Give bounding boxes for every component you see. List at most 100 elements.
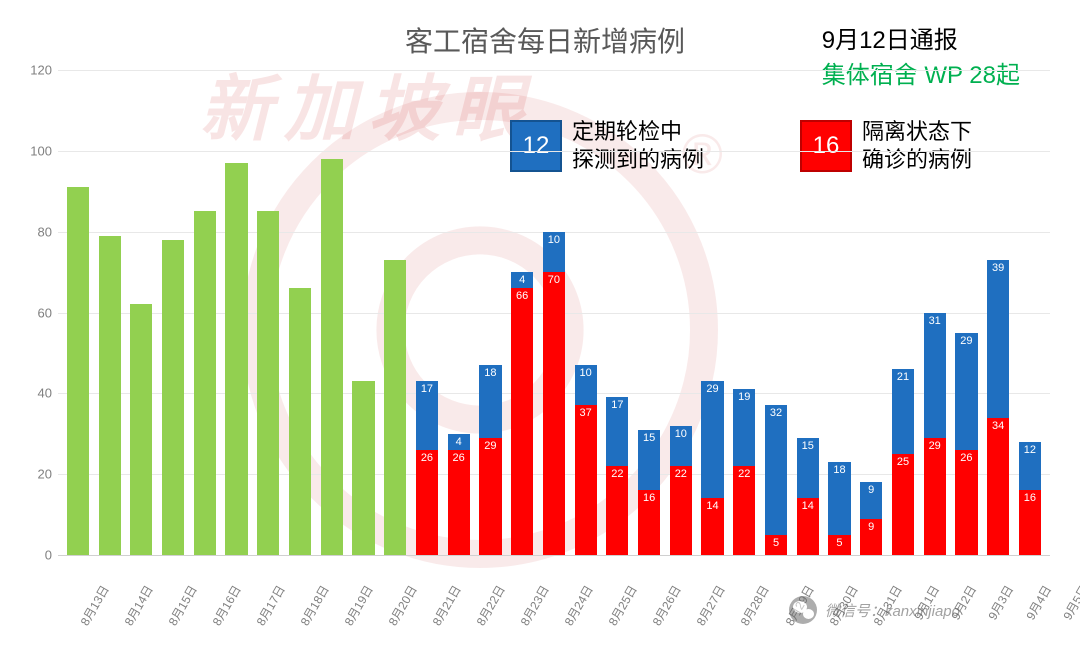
bar-segment-blue-label: 15: [643, 432, 655, 444]
x-tick-label: 8月28日: [722, 558, 766, 638]
bar-segment-red: 16: [638, 490, 660, 555]
bar-segment-red-label: 70: [548, 274, 560, 286]
bar-segment-green: [130, 304, 152, 555]
bar: [130, 70, 152, 555]
bar-segment-red-label: 14: [802, 500, 814, 512]
bar-segment-blue-label: 21: [897, 371, 909, 383]
x-tick-label: 9月2日: [936, 558, 973, 638]
x-tick-label: 8月21日: [414, 558, 458, 638]
bar-segment-blue: 19: [733, 389, 755, 466]
bar-segment-blue: 21: [892, 369, 914, 454]
bar: [352, 70, 374, 555]
plot-area: 020406080100120 917962788597856698437326…: [58, 70, 1050, 556]
bar: 34 39: [987, 70, 1009, 555]
y-tick-label: 60: [22, 305, 52, 320]
x-tick-label: 8月17日: [238, 558, 282, 638]
x-tick-label: 8月24日: [546, 558, 590, 638]
bar-slot: 62: [125, 70, 157, 555]
bar-segment-blue-label: 32: [770, 407, 782, 419]
bar-slot: 2918: [475, 70, 507, 555]
bar-segment-blue-label: 19: [738, 391, 750, 403]
bar: [225, 70, 247, 555]
bar-segment-blue-label: 39: [992, 262, 1004, 274]
bar-slot: 518: [824, 70, 856, 555]
bar-slot: 264: [443, 70, 475, 555]
bar-slot: 1429: [697, 70, 729, 555]
bar-segment-red: 34: [987, 418, 1009, 555]
bar-segment-red-label: 22: [738, 468, 750, 480]
bar-segment-red: 22: [606, 466, 628, 555]
bar-segment-blue-label: 17: [611, 399, 623, 411]
bar-slot: 85: [189, 70, 221, 555]
bar-slot: 97: [221, 70, 253, 555]
y-tick-label: 20: [22, 467, 52, 482]
bar-segment-blue: 4: [448, 434, 470, 450]
bar-segment-red: 26: [448, 450, 470, 555]
bar-segment-blue-label: 4: [519, 274, 525, 286]
bar-segment-green: [384, 260, 406, 555]
bar-segment-blue: 29: [701, 381, 723, 498]
bar-segment-red: 14: [797, 498, 819, 555]
bar-slot: 664: [506, 70, 538, 555]
bar-slot: 1615: [633, 70, 665, 555]
bar-segment-blue-label: 10: [579, 367, 591, 379]
bar-segment-red-label: 22: [611, 468, 623, 480]
bar: 25 21: [892, 70, 914, 555]
bar-slot: 70 10: [538, 70, 570, 555]
bar-segment-red-label: 16: [643, 492, 655, 504]
bar-segment-green: [257, 211, 279, 555]
bar-segment-blue: 10: [543, 232, 565, 272]
bar-segment-red-label: 66: [516, 290, 528, 302]
bar-slot: 79: [94, 70, 126, 555]
x-tick-label: 8月31日: [855, 558, 899, 638]
bar-slot: 532: [760, 70, 792, 555]
bar-slot: 91: [62, 70, 94, 555]
x-tick-label: 8月13日: [62, 558, 106, 638]
bar: 1615: [638, 70, 660, 555]
bar-segment-red: 29: [479, 438, 501, 555]
bar-slot: 25 21: [887, 70, 919, 555]
bar: 99: [860, 70, 882, 555]
x-tick-label: 8月14日: [106, 558, 150, 638]
bar-segment-blue: 39: [987, 260, 1009, 418]
x-tick-label: 8月30日: [811, 558, 855, 638]
bar: 532: [765, 70, 787, 555]
bar-segment-red: 70: [543, 272, 565, 555]
bar-segment-blue: 15: [638, 430, 660, 491]
bar-slot: 2629: [951, 70, 983, 555]
bar-segment-blue-label: 17: [421, 383, 433, 395]
bar-segment-blue-label: 15: [802, 440, 814, 452]
bar-segment-blue-label: 12: [1024, 444, 1036, 456]
bar-slot: 66: [284, 70, 316, 555]
x-tick-label: 9月4日: [1011, 558, 1048, 638]
bar: 664: [511, 70, 533, 555]
bar-segment-red: 29: [924, 438, 946, 555]
y-tick-label: 120: [22, 63, 52, 78]
bar-segment-blue-label: 10: [548, 234, 560, 246]
x-tick-label: 8月29日: [767, 558, 811, 638]
bar-segment-red: 37: [575, 405, 597, 555]
bar-segment-green: [225, 163, 247, 555]
bar-segment-blue-label: 31: [929, 315, 941, 327]
bar-segment-red-label: 34: [992, 420, 1004, 432]
bar-segment-red: 9: [860, 519, 882, 555]
bar-slot: 73: [379, 70, 411, 555]
bar: 2210: [670, 70, 692, 555]
bar-slot: 29 31: [919, 70, 951, 555]
bar-slot: 43: [348, 70, 380, 555]
bar-slot: 37 10: [570, 70, 602, 555]
x-tick-label: 8月18日: [282, 558, 326, 638]
chart-container: 新加坡眼 ® 客工宿舍每日新增病例 9月12日通报 集体宿舍 WP 28起 12…: [0, 0, 1080, 646]
bar-segment-blue: 9: [860, 482, 882, 518]
bar-segment-blue-label: 29: [960, 335, 972, 347]
bar-segment-blue: 31: [924, 313, 946, 438]
bar-segment-green: [162, 240, 184, 555]
bar-segment-red: 25: [892, 454, 914, 555]
bar-segment-red: 22: [670, 466, 692, 555]
x-tick-label: 8月27日: [678, 558, 722, 638]
bar-slot: 85: [252, 70, 284, 555]
bar-segment-green: [321, 159, 343, 555]
bar-segment-red: 5: [828, 535, 850, 555]
x-tick-label: 8月25日: [590, 558, 634, 638]
header-line1: 9月12日通报: [822, 20, 1020, 55]
